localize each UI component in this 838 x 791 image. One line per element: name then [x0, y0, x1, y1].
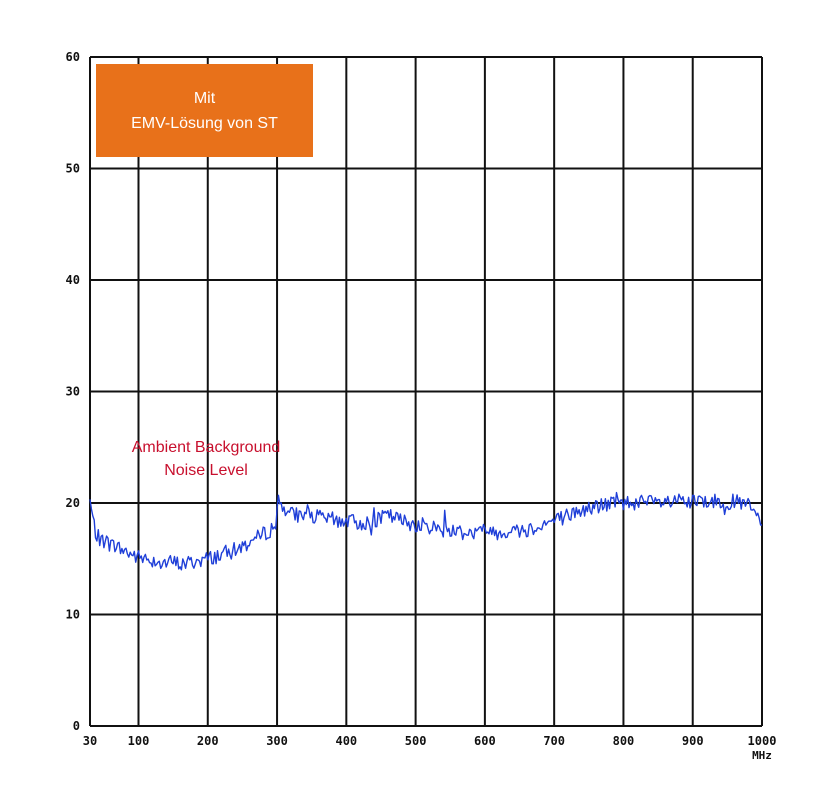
annotation-line-2: Noise Level	[164, 462, 248, 479]
y-tick-label: 50	[66, 162, 80, 176]
y-tick-label: 40	[66, 273, 80, 287]
x-tick-label: 100	[128, 734, 150, 748]
series-layer	[89, 491, 763, 571]
series-line	[89, 491, 763, 571]
x-tick-label: 500	[405, 734, 427, 748]
y-tick-label: 10	[66, 608, 80, 622]
x-tick-label: 600	[474, 734, 496, 748]
x-tick-label: 30	[83, 734, 97, 748]
x-tick-label: 1000	[748, 734, 777, 748]
badge-line-2: EMV-Lösung von ST	[131, 114, 278, 132]
x-tick-label: 400	[335, 734, 357, 748]
x-tick-label: 300	[266, 734, 288, 748]
y-tick-label: 60	[66, 50, 80, 64]
badge-line-1: Mit	[193, 89, 216, 107]
y-tick-label: 0	[73, 719, 80, 733]
axis-tick-labels: 30 100 200 300 400 500 600 700 800 900 1000 0 10 20 30…	[66, 50, 777, 762]
noise-annotation: Ambient Background Noise Level	[96, 436, 316, 482]
y-tick-label: 20	[66, 496, 80, 510]
annotation-line-1: Ambient Background	[131, 439, 281, 456]
y-tick-label: 30	[66, 385, 80, 399]
grid-lines	[89, 56, 763, 727]
x-tick-label: 800	[613, 734, 635, 748]
x-tick-label: 700	[543, 734, 565, 748]
solution-badge: Mit EMV-Lösung von ST	[96, 64, 313, 157]
x-tick-label: 200	[197, 734, 219, 748]
x-tick-label: 900	[682, 734, 704, 748]
x-unit-label: MHz	[752, 749, 772, 762]
